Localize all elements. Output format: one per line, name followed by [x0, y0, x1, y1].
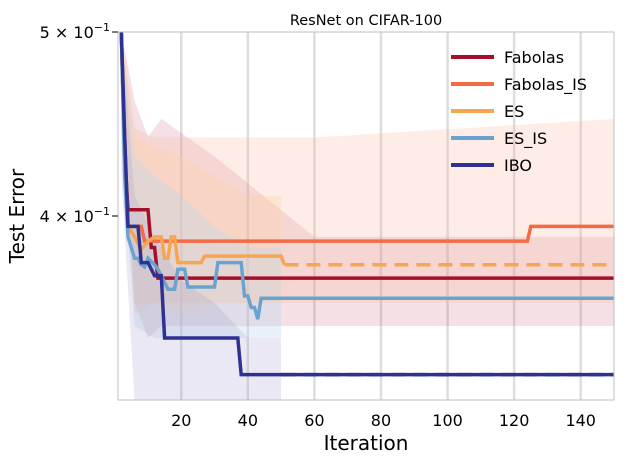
chart-title: ResNet on CIFAR-100	[290, 13, 442, 29]
x-tick-label: 80	[371, 411, 391, 430]
band-fabolas	[121, 32, 614, 338]
x-tick-label: 100	[432, 411, 463, 430]
legend-label: ES	[504, 102, 524, 121]
x-tick-label: 140	[565, 411, 596, 430]
legend-item-es[interactable]: ES	[451, 102, 524, 121]
x-tick-label: 40	[238, 411, 258, 430]
band-ibo	[121, 32, 282, 400]
band-fabolas-is	[121, 32, 614, 315]
legend-label: ES_IS	[504, 129, 547, 149]
x-tick-label: 20	[171, 411, 191, 430]
legend-item-es-is[interactable]: ES_IS	[451, 129, 547, 149]
x-axis-ticks: 20 40 60 80 100 120 140	[171, 411, 596, 430]
x-axis-label: Iteration	[324, 431, 409, 455]
legend-item-ibo[interactable]: IBO	[451, 156, 532, 175]
line-es-is	[119, 32, 614, 320]
y-axis-ticks: 5 × 10−1 4 × 10−1	[40, 21, 118, 226]
x-tick-label: 60	[304, 411, 324, 430]
legend-label: Fabolas	[504, 48, 564, 67]
legend-label: Fabolas_IS	[504, 75, 587, 95]
line-ibo	[119, 32, 614, 377]
legend-item-fabolas[interactable]: Fabolas	[451, 48, 564, 67]
y-tick-label: 5 × 10−1	[40, 21, 110, 42]
grid-lines	[179, 32, 582, 400]
legend[interactable]: Fabolas Fabolas_IS ES ES_IS IBO	[451, 48, 587, 175]
line-es	[119, 32, 287, 266]
legend-item-fabolas-is[interactable]: Fabolas_IS	[451, 75, 587, 95]
y-axis-label: Test Error	[5, 168, 29, 264]
y-tick-label: 4 × 10−1	[40, 205, 110, 226]
legend-label: IBO	[504, 156, 532, 175]
x-tick-label: 120	[499, 411, 530, 430]
series-lines	[119, 32, 614, 377]
